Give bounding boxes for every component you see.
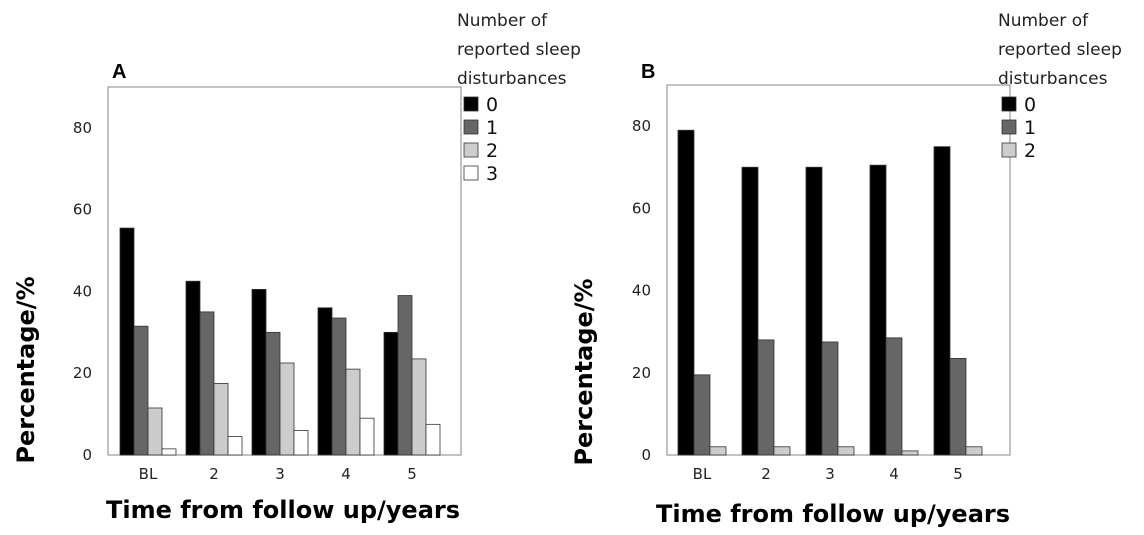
panel-b-bar bbox=[885, 337, 903, 456]
panel-a-y-tick-label: 0 bbox=[82, 446, 92, 464]
panel-a-x-tick-label: 2 bbox=[209, 465, 219, 483]
panel-b-bar bbox=[757, 339, 775, 456]
panel-a-x-tick-label: BL bbox=[139, 465, 158, 483]
panel-b-bar bbox=[677, 129, 695, 456]
panel-a-legend-swatch bbox=[463, 119, 479, 135]
panel-a-legend-label: 2 bbox=[486, 140, 498, 162]
panel-b-label: B bbox=[641, 61, 655, 83]
panel-a-x-axis-title: Time from follow up/years bbox=[106, 496, 460, 524]
panel-a-bar bbox=[345, 368, 361, 456]
panel-b-legend-label: 0 bbox=[1024, 94, 1036, 116]
panel-a-bar bbox=[359, 417, 375, 456]
panel-a-bar bbox=[147, 407, 163, 456]
panel-b-legend-swatch bbox=[1001, 142, 1017, 158]
panel-b-y-tick-label: 80 bbox=[632, 117, 651, 135]
panel-a-y-tick-label: 60 bbox=[73, 201, 92, 219]
panel-b-bar bbox=[965, 446, 983, 456]
panel-a-bar bbox=[411, 358, 427, 456]
panel-b-bar bbox=[949, 357, 967, 456]
panel-a-x-tick-label: 5 bbox=[407, 465, 417, 483]
panel-b-bar bbox=[837, 446, 855, 456]
panel-a-bar bbox=[397, 295, 413, 456]
panel-b-bar bbox=[869, 164, 887, 456]
panel-a-bar bbox=[227, 436, 243, 456]
panel-a-legend-swatch bbox=[463, 142, 479, 158]
panel-b-bar bbox=[805, 166, 823, 456]
panel-a-bar bbox=[185, 280, 201, 456]
panel-b-x-axis-title: Time from follow up/years bbox=[656, 500, 1010, 528]
panel-b-legend-swatch bbox=[1001, 119, 1017, 135]
panel-a-y-axis-title: Percentage/% bbox=[12, 276, 40, 463]
panel-a-bar bbox=[119, 227, 135, 456]
panel-a-y-tick-label: 80 bbox=[73, 119, 92, 137]
panel-a-legend-swatch bbox=[463, 165, 479, 181]
panel-b-legend-title: reported sleep bbox=[998, 40, 1122, 60]
panel-a-bar bbox=[161, 448, 177, 456]
panel-b-y-tick-label: 60 bbox=[632, 199, 651, 217]
panel-a-legend-label: 3 bbox=[486, 163, 498, 185]
panel-a-y-tick-label: 20 bbox=[73, 364, 92, 382]
panel-a-legend-label: 0 bbox=[486, 94, 498, 116]
panel-b-y-tick-label: 40 bbox=[632, 282, 651, 300]
panel-b-bar bbox=[773, 446, 791, 456]
panel-a-bar bbox=[213, 383, 229, 456]
panel-a-bar bbox=[293, 430, 309, 456]
panel-a-bar bbox=[425, 423, 441, 456]
panel-a-x-tick-label: 4 bbox=[341, 465, 351, 483]
panel-a-legend-title: Number of bbox=[457, 11, 548, 31]
panel-a-bar bbox=[317, 307, 333, 456]
panel-a-legend-label: 1 bbox=[486, 117, 498, 139]
panel-b-bar bbox=[709, 446, 727, 456]
panel-b-x-tick-label: BL bbox=[693, 465, 712, 483]
panel-a-bar bbox=[331, 317, 347, 456]
panel-b-bar bbox=[693, 374, 711, 456]
panel-b-y-axis-title: Percentage/% bbox=[570, 278, 598, 465]
panel-a-bar bbox=[279, 362, 295, 456]
panel-b-legend-swatch bbox=[1001, 96, 1017, 112]
panel-b-x-tick-label: 3 bbox=[825, 465, 835, 483]
panel-a-bar bbox=[265, 331, 281, 456]
panel-a-label: A bbox=[112, 61, 126, 83]
panel-b-legend-label: 1 bbox=[1024, 117, 1036, 139]
panel-a-bar bbox=[199, 311, 215, 456]
panel-b-y-tick-label: 20 bbox=[632, 364, 651, 382]
panel-b-legend-title: Number of bbox=[998, 11, 1089, 31]
panel-b-x-tick-label: 5 bbox=[953, 465, 963, 483]
panel-a-legend-swatch bbox=[463, 96, 479, 112]
panel-b-y-tick-label: 0 bbox=[641, 446, 651, 464]
panel-b-x-tick-label: 2 bbox=[761, 465, 771, 483]
panel-a-bar bbox=[133, 325, 149, 456]
panel-b-bar bbox=[821, 341, 839, 456]
panel-a-legend-title: disturbances bbox=[457, 69, 567, 89]
panel-a-x-tick-label: 3 bbox=[275, 465, 285, 483]
panel-a-bar bbox=[251, 288, 267, 456]
panel-b-bar bbox=[901, 450, 919, 456]
panel-a-legend-title: reported sleep bbox=[457, 40, 581, 60]
panel-b-x-tick-label: 4 bbox=[889, 465, 899, 483]
panel-b-legend-label: 2 bbox=[1024, 140, 1036, 162]
panel-b-bar bbox=[741, 166, 759, 456]
panel-b-bar bbox=[933, 146, 951, 456]
panel-b-legend-title: disturbances bbox=[998, 69, 1108, 89]
panel-a-bar bbox=[383, 331, 399, 456]
panel-a-y-tick-label: 40 bbox=[73, 282, 92, 300]
